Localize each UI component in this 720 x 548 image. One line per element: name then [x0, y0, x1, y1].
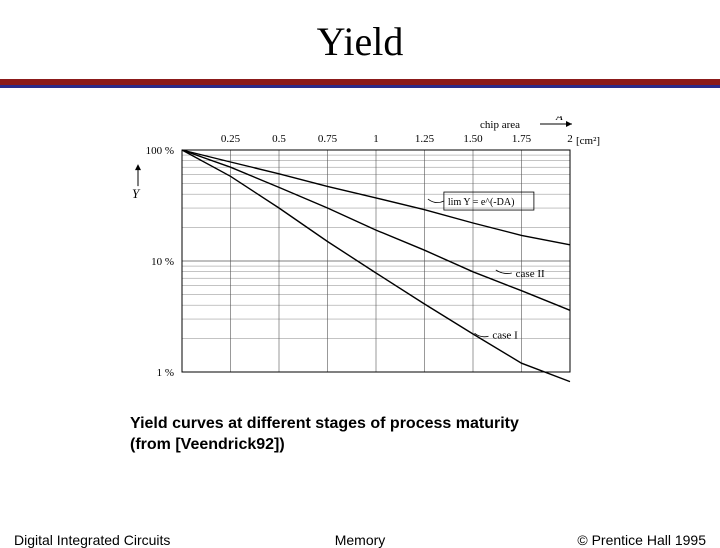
footer-center: Memory [335, 532, 386, 548]
caption: Yield curves at different stages of proc… [130, 414, 720, 456]
svg-text:0.25: 0.25 [221, 133, 241, 145]
caption-line-1: Yield curves at different stages of proc… [130, 415, 519, 432]
svg-text:case II: case II [516, 268, 545, 280]
svg-text:1 %: 1 % [157, 367, 174, 379]
svg-text:case I: case I [492, 330, 518, 342]
footer-left: Digital Integrated Circuits [14, 532, 170, 548]
svg-text:0.5: 0.5 [272, 133, 286, 145]
svg-text:10 %: 10 % [151, 256, 174, 268]
svg-text:chip area: chip area [480, 119, 520, 131]
divider-blue [0, 85, 720, 88]
svg-text:A: A [555, 116, 563, 123]
footer-right: © Prentice Hall 1995 [577, 532, 706, 548]
caption-line-2: (from [Veendrick92]) [130, 436, 285, 453]
svg-text:1.50: 1.50 [463, 133, 483, 145]
svg-text:0.75: 0.75 [318, 133, 338, 145]
svg-text:1: 1 [373, 133, 379, 145]
yield-chart: 0.25 0.5 0.75 1 1.25 1.50 1.75 2 100 % 10 % 1 % chi… [110, 116, 610, 396]
svg-text:2: 2 [567, 133, 573, 145]
svg-text:lim Y = e^(-DA): lim Y = e^(-DA) [448, 197, 515, 208]
svg-text:1.75: 1.75 [512, 133, 532, 145]
svg-text:[cm²]: [cm²] [576, 135, 600, 147]
svg-text:Y: Y [132, 186, 141, 201]
svg-text:1.25: 1.25 [415, 133, 435, 145]
svg-text:100 %: 100 % [146, 145, 174, 157]
page-title: Yield [0, 0, 720, 79]
